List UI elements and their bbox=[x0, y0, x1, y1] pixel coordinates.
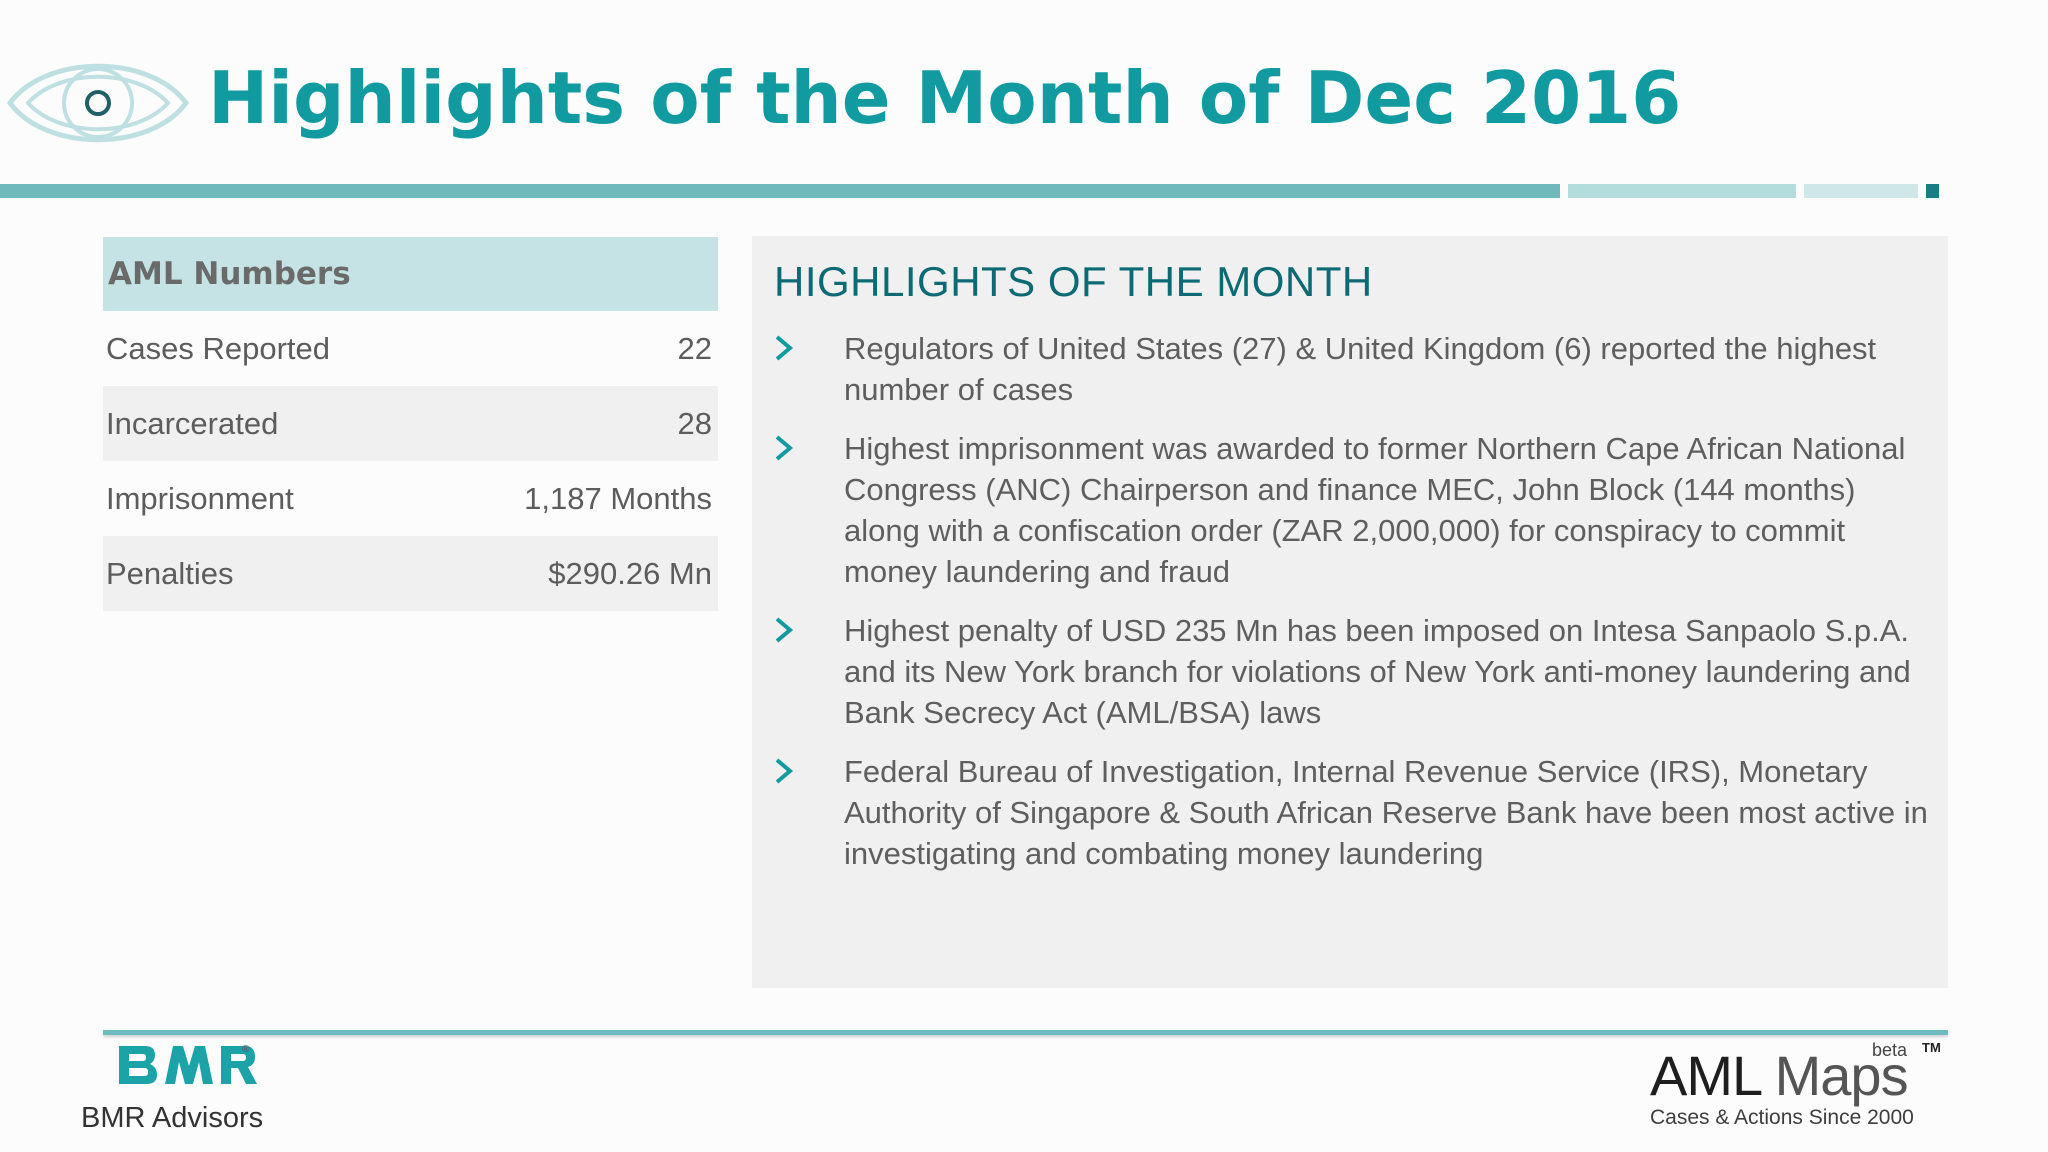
beta-label: beta bbox=[1872, 1040, 1908, 1060]
chevron-right-icon bbox=[775, 335, 794, 361]
highlight-text: Federal Bureau of Investigation, Interna… bbox=[844, 754, 1928, 871]
table-row: Penalties $290.26 Mn bbox=[103, 536, 718, 611]
header-divider-square bbox=[1926, 184, 1939, 198]
aml-maps-light: Maps bbox=[1774, 1044, 1909, 1107]
list-item: Regulators of United States (27) & Unite… bbox=[772, 328, 1932, 410]
highlights-list: Regulators of United States (27) & Unite… bbox=[772, 328, 1932, 892]
page-title: Highlights of the Month of Dec 2016 bbox=[208, 56, 1682, 140]
table-row: Incarcerated 28 bbox=[103, 386, 718, 461]
aml-numbers-header: AML Numbers bbox=[103, 237, 718, 311]
list-item: Highest imprisonment was awarded to form… bbox=[772, 428, 1932, 592]
highlights-title: HIGHLIGHTS OF THE MONTH bbox=[774, 258, 1373, 305]
header-divider-segment bbox=[1568, 184, 1796, 198]
bmr-advisors-name: BMR Advisors bbox=[81, 1102, 264, 1134]
row-label: Incarcerated bbox=[106, 405, 279, 441]
footer-divider bbox=[103, 1030, 1948, 1035]
bmr-logo bbox=[119, 1046, 257, 1084]
row-value: 1,187 Months bbox=[524, 480, 712, 516]
row-value: 22 bbox=[677, 330, 712, 366]
highlight-text: Regulators of United States (27) & Unite… bbox=[844, 331, 1877, 407]
header-divider-segment bbox=[1804, 184, 1918, 198]
aml-maps-subtitle: Cases & Actions Since 2000 bbox=[1650, 1106, 1914, 1129]
aml-maps-logo: AML Maps bbox=[1650, 1044, 1909, 1108]
highlights-panel: HIGHLIGHTS OF THE MONTH Regulators of Un… bbox=[752, 236, 1948, 988]
registered-mark: ® bbox=[242, 1044, 250, 1055]
chevron-right-icon bbox=[775, 617, 794, 643]
aml-numbers-table: AML Numbers Cases Reported 22 Incarcerat… bbox=[103, 237, 718, 611]
row-label: Cases Reported bbox=[106, 330, 331, 366]
header-divider bbox=[0, 184, 1560, 198]
trademark-label: TM bbox=[1922, 1040, 1941, 1055]
row-label: Imprisonment bbox=[106, 480, 294, 516]
row-label: Penalties bbox=[106, 555, 234, 591]
highlight-text: Highest penalty of USD 235 Mn has been i… bbox=[844, 613, 1911, 730]
row-value: $290.26 Mn bbox=[548, 555, 712, 591]
table-row: Imprisonment 1,187 Months bbox=[103, 461, 718, 536]
chevron-right-icon bbox=[775, 758, 794, 784]
eye-icon bbox=[6, 63, 190, 143]
aml-maps-bold: AML bbox=[1650, 1044, 1761, 1107]
row-value: 28 bbox=[677, 405, 712, 441]
highlight-text: Highest imprisonment was awarded to form… bbox=[844, 431, 1906, 589]
chevron-right-icon bbox=[775, 435, 794, 461]
list-item: Highest penalty of USD 235 Mn has been i… bbox=[772, 610, 1932, 733]
list-item: Federal Bureau of Investigation, Interna… bbox=[772, 751, 1932, 874]
table-row: Cases Reported 22 bbox=[103, 311, 718, 386]
